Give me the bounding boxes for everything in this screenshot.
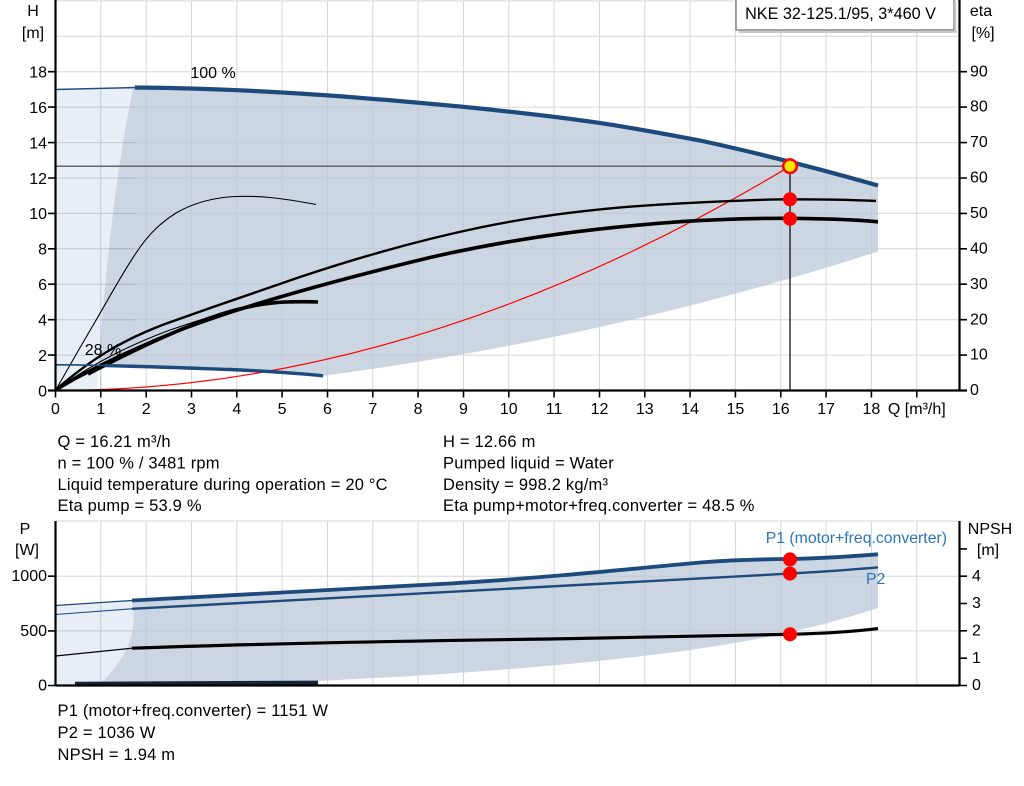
svg-text:eta: eta	[970, 3, 992, 20]
svg-text:[m]: [m]	[22, 25, 44, 42]
svg-text:14: 14	[681, 401, 699, 418]
svg-text:Eta pump+motor+freq.converter: Eta pump+motor+freq.converter = 48.5 %	[443, 497, 755, 515]
svg-text:16: 16	[772, 401, 790, 418]
svg-text:90: 90	[970, 63, 988, 80]
svg-text:P2 = 1036 W: P2 = 1036 W	[58, 724, 156, 742]
svg-text:7: 7	[368, 401, 377, 418]
svg-text:8: 8	[38, 242, 47, 259]
svg-text:[m]: [m]	[977, 542, 999, 559]
svg-text:80: 80	[970, 99, 988, 116]
svg-text:10: 10	[970, 347, 988, 364]
svg-text:17: 17	[817, 401, 835, 418]
svg-text:16: 16	[29, 100, 47, 117]
svg-text:P1 (motor+freq.converter): P1 (motor+freq.converter)	[766, 530, 947, 547]
svg-text:0: 0	[38, 678, 47, 695]
svg-text:2: 2	[142, 401, 151, 418]
svg-text:9: 9	[459, 401, 468, 418]
svg-text:1000: 1000	[11, 568, 47, 585]
svg-text:8: 8	[414, 401, 423, 418]
svg-text:12: 12	[591, 401, 609, 418]
svg-text:Density = 998.2 kg/m³: Density = 998.2 kg/m³	[443, 476, 608, 494]
svg-text:0: 0	[51, 401, 60, 418]
svg-text:2: 2	[38, 348, 47, 365]
svg-text:[W]: [W]	[15, 542, 39, 559]
svg-text:12: 12	[29, 171, 47, 188]
svg-text:NPSH: NPSH	[968, 521, 1012, 538]
svg-text:28 %: 28 %	[85, 342, 121, 359]
svg-text:0: 0	[38, 383, 47, 400]
svg-text:4: 4	[38, 313, 47, 330]
svg-text:1: 1	[972, 650, 981, 667]
svg-text:6: 6	[323, 401, 332, 418]
svg-text:0: 0	[972, 677, 981, 694]
svg-text:40: 40	[970, 240, 988, 257]
svg-text:Pumped liquid = Water: Pumped liquid = Water	[443, 454, 614, 472]
svg-text:n = 100 % / 3481 rpm: n = 100 % / 3481 rpm	[58, 454, 220, 472]
svg-text:4: 4	[972, 568, 981, 585]
svg-text:Eta pump = 53.9 %: Eta pump = 53.9 %	[58, 497, 202, 515]
svg-text:30: 30	[970, 276, 988, 293]
svg-text:18: 18	[29, 65, 47, 82]
svg-text:3: 3	[972, 595, 981, 612]
svg-text:6: 6	[38, 277, 47, 294]
svg-text:Liquid temperature during oper: Liquid temperature during operation = 20…	[58, 476, 388, 494]
svg-text:60: 60	[970, 170, 988, 187]
svg-text:NKE 32-125.1/95, 3*460 V: NKE 32-125.1/95, 3*460 V	[745, 5, 936, 23]
svg-text:100 %: 100 %	[190, 65, 235, 82]
svg-text:50: 50	[970, 205, 988, 222]
svg-text:500: 500	[20, 623, 47, 640]
svg-text:NPSH = 1.94 m: NPSH = 1.94 m	[58, 746, 176, 764]
svg-text:Q = 16.21 m³/h: Q = 16.21 m³/h	[58, 433, 171, 451]
svg-text:3: 3	[187, 401, 196, 418]
svg-text:70: 70	[970, 134, 988, 151]
svg-text:11: 11	[546, 401, 563, 418]
svg-text:18: 18	[863, 401, 881, 418]
svg-text:2: 2	[972, 622, 981, 639]
svg-text:5: 5	[278, 401, 287, 418]
svg-text:15: 15	[727, 401, 745, 418]
svg-text:10: 10	[500, 401, 518, 418]
svg-text:0: 0	[970, 382, 979, 399]
svg-text:P: P	[20, 521, 31, 538]
svg-text:[%]: [%]	[971, 25, 994, 42]
svg-text:H: H	[27, 3, 39, 20]
svg-text:4: 4	[232, 401, 241, 418]
svg-text:13: 13	[636, 401, 654, 418]
svg-text:P2: P2	[866, 571, 885, 588]
svg-text:20: 20	[970, 311, 988, 328]
svg-text:H = 12.66 m: H = 12.66 m	[443, 433, 536, 451]
svg-text:14: 14	[29, 135, 47, 152]
svg-text:10: 10	[29, 206, 47, 223]
svg-text:1: 1	[96, 401, 105, 418]
svg-text:P1 (motor+freq.converter) = 11: P1 (motor+freq.converter) = 1151 W	[58, 702, 329, 720]
svg-text:Q [m³/h]: Q [m³/h]	[888, 401, 946, 418]
